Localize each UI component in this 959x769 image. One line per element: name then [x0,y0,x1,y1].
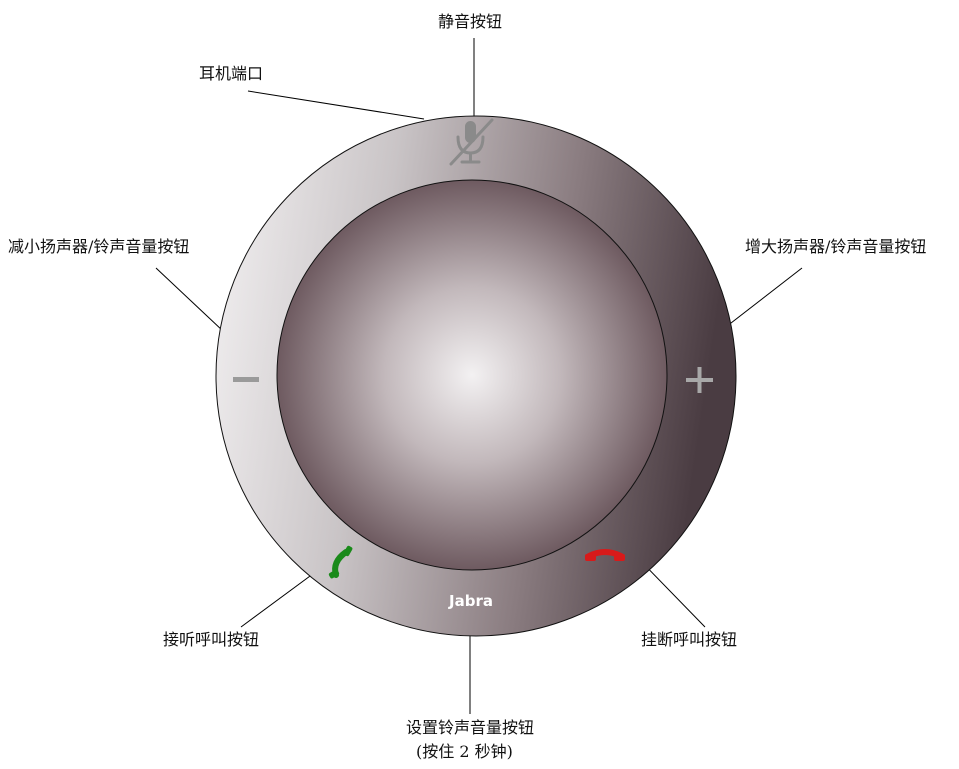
headset-port-leader-line [247,90,425,120]
headset-port-label: 耳机端口 [199,64,264,83]
brand-logo: Jabra [448,592,493,610]
volume-down-label: 减小扬声器/铃声音量按钮 [8,237,190,256]
minus-icon[interactable] [233,377,259,382]
red-phone-handset-icon[interactable] [585,549,625,561]
end-call-label: 挂断呼叫按钮 [641,630,738,649]
plus-icon[interactable] [686,367,713,393]
muted-microphone-icon[interactable] [449,118,494,166]
ringtone-volume-label: 设置铃声音量按钮 [406,718,535,737]
volume-up-label: 增大扬声器/铃声音量按钮 [745,237,927,256]
green-phone-handset-icon[interactable] [328,545,353,579]
speaker-grille [276,179,668,571]
answer-call-label: 接听呼叫按钮 [163,630,260,649]
ringtone-volume-hint: (按住 2 秒钟) [416,742,513,761]
mute-button-label: 静音按钮 [438,12,503,31]
